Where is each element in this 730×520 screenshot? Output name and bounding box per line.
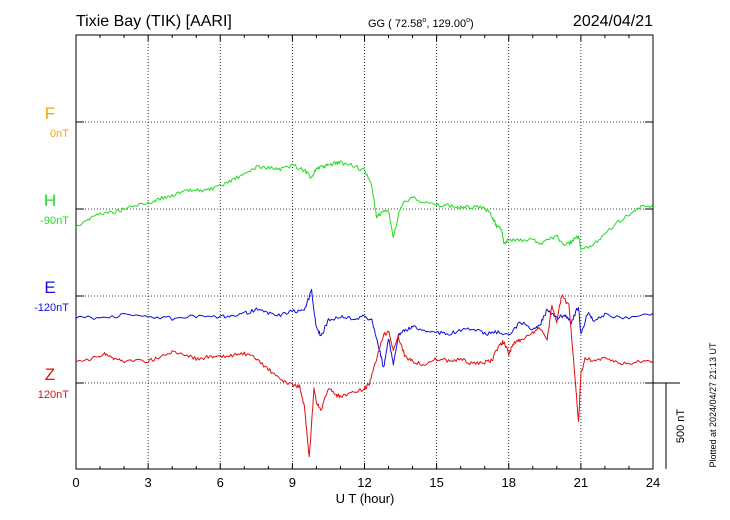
series-line-h <box>75 160 654 250</box>
station-title: Tixie Bay (TIK) [AARI] <box>76 13 232 30</box>
scale-bar: 500 nT <box>653 382 687 469</box>
series-line-e <box>75 288 654 368</box>
x-tick-label: 6 <box>217 475 224 490</box>
x-ticks: 0 3 6 9 12 15 18 21 24 <box>72 35 660 490</box>
series-baseline-z: 120nT <box>38 389 69 401</box>
plotted-timestamp: Plotted at 2024/04/27 21:13 UT <box>708 342 718 468</box>
x-tick-label: 24 <box>646 475 660 490</box>
series-name-h: H <box>44 191 56 210</box>
x-tick-label: 15 <box>429 475 443 490</box>
x-tick-label: 3 <box>145 475 152 490</box>
series-baseline-f: 0nT <box>50 128 69 140</box>
series-lines <box>75 160 654 458</box>
series-baseline-e: -120nT <box>34 302 69 314</box>
x-tick-label: 9 <box>289 475 296 490</box>
series-line-z <box>75 294 654 458</box>
x-tick-label: 12 <box>357 475 371 490</box>
x-axis-label: U T (hour) <box>336 491 395 506</box>
grid <box>76 35 653 469</box>
series-name-f: F <box>45 104 55 123</box>
scale-bar-label: 500 nT <box>675 409 687 444</box>
series-labels: F 0nT H -90nT E -120nT Z 120nT <box>34 104 69 401</box>
series-baseline-h: -90nT <box>40 215 69 227</box>
x-tick-label: 0 <box>72 475 79 490</box>
coords-label: GG ( 72.58o, 129.00o) <box>368 17 474 30</box>
series-name-z: Z <box>45 365 55 384</box>
x-tick-label: 21 <box>574 475 588 490</box>
x-tick-label: 18 <box>502 475 516 490</box>
series-name-e: E <box>44 278 55 297</box>
date-label: 2024/04/21 <box>573 13 653 30</box>
